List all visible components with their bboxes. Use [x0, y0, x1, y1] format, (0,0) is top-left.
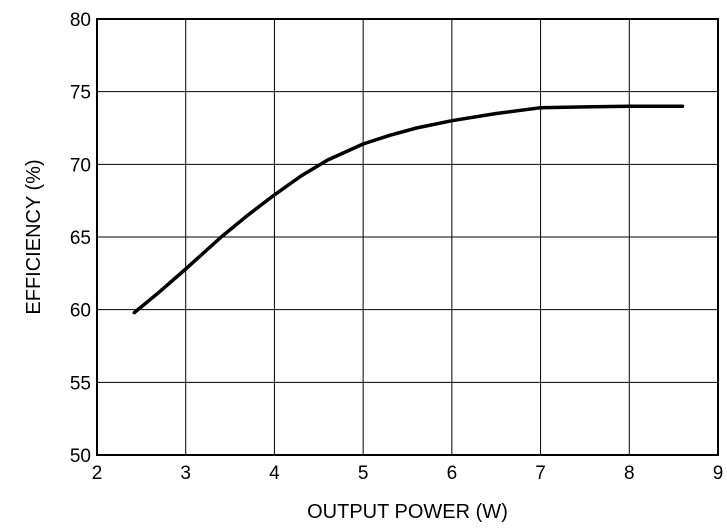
y-tick-label: 65: [70, 228, 91, 249]
y-axis-label: EFFICIENCY (%): [23, 159, 45, 314]
x-tick-label: 2: [92, 463, 103, 484]
y-tick-label: 70: [70, 155, 91, 176]
plot-frame: [96, 18, 719, 456]
x-tick-label: 9: [713, 463, 724, 484]
y-tick-label: 80: [70, 10, 91, 31]
x-tick-label: 8: [624, 463, 635, 484]
x-tick-label: 6: [447, 463, 458, 484]
x-tick-label: 5: [358, 463, 369, 484]
y-tick-labels: 50 55 60 65 70 75 80: [70, 10, 91, 467]
y-tick-label: 55: [70, 373, 91, 394]
x-tick-label: 7: [535, 463, 546, 484]
y-tick-label: 75: [70, 83, 91, 104]
x-axis-label: OUTPUT POWER (W): [307, 501, 508, 523]
grid: [96, 18, 719, 456]
series-lines: [132, 104, 685, 315]
y-tick-label: 60: [70, 301, 91, 322]
y-tick-label: 50: [70, 446, 91, 467]
x-tick-label: 3: [180, 463, 191, 484]
x-tick-labels: 2 3 4 5 6 7 8 9: [92, 463, 724, 484]
series-line: [132, 104, 685, 315]
x-tick-label: 4: [269, 463, 280, 484]
